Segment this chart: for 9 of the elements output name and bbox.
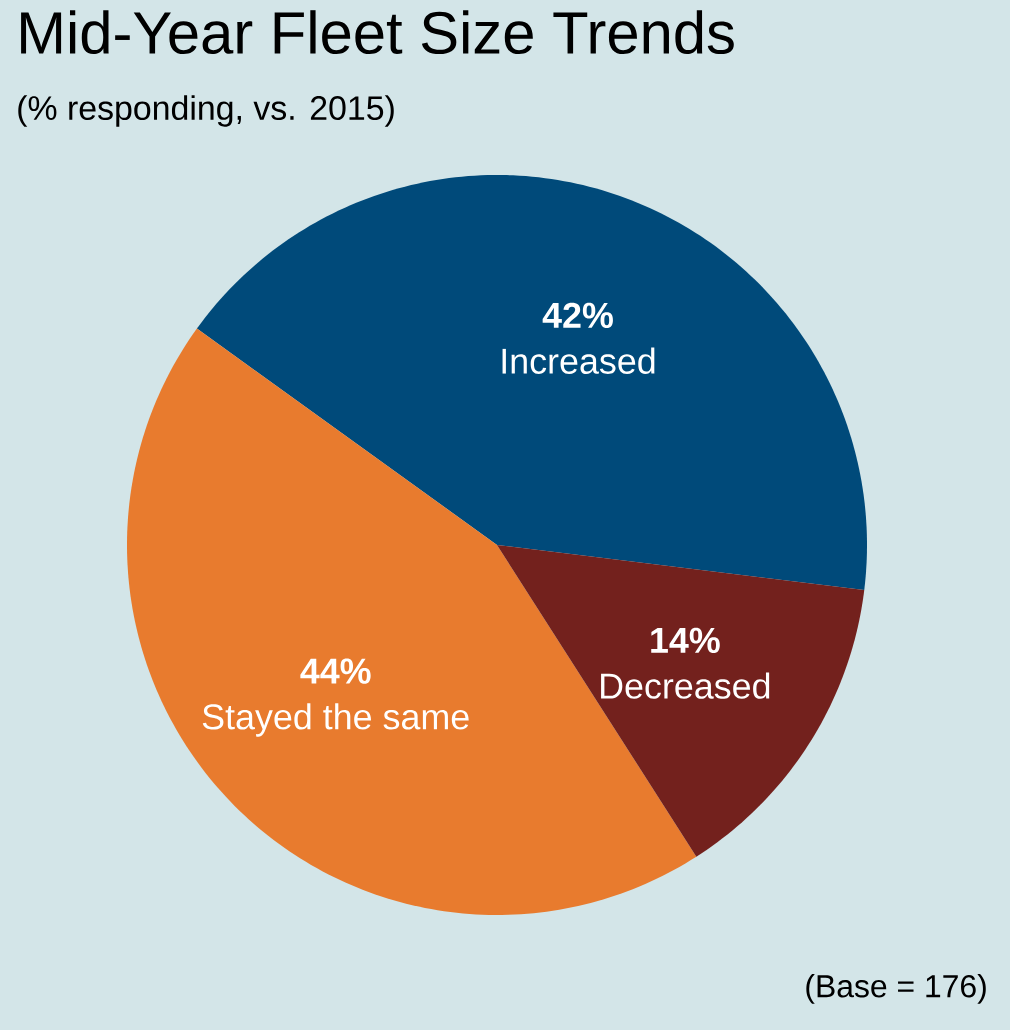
text: (Base = 176) xyxy=(806,974,986,1004)
chart-subtitle: (% responding, vs. 2015) xyxy=(18,95,394,127)
data-label: 44% xyxy=(300,658,371,684)
slice-label: Decreased xyxy=(601,672,770,699)
data-label: 14% xyxy=(651,627,720,653)
chart-title: Mid-Year Fleet Size Trends xyxy=(21,10,734,55)
data-label: 42% xyxy=(542,302,613,329)
slice-label: Increased xyxy=(502,347,655,374)
slice-label: Stayed the same xyxy=(202,703,469,737)
